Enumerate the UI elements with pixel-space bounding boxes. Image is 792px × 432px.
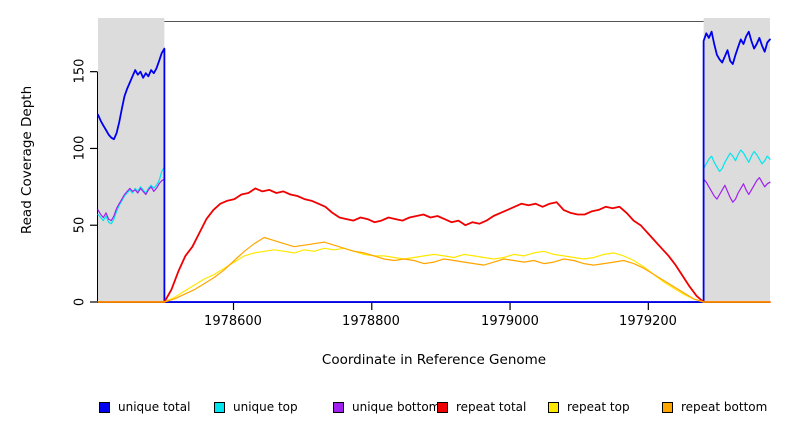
legend-swatch-repeat-top <box>548 401 559 413</box>
x-tick-label-1978800: 1978800 <box>342 314 400 329</box>
legend-item-repeat-top: repeat top <box>548 400 630 414</box>
legend-item-unique-total: unique total <box>99 400 190 414</box>
y-tick-label-50: 50 <box>72 216 88 234</box>
legend-item-unique-bottom: unique bottom <box>333 400 440 414</box>
legend-label-unique-top: unique top <box>233 400 298 414</box>
legend-swatch-unique-total <box>99 401 110 413</box>
y-axis-title: Read Coverage Depth <box>19 85 35 235</box>
x-axis-title: Coordinate in Reference Genome <box>321 352 547 368</box>
y-tick-label-150: 150 <box>72 58 88 84</box>
legend-item-repeat-total: repeat total <box>437 400 526 414</box>
legend-label-repeat-top: repeat top <box>567 400 630 414</box>
y-tick-label-100: 100 <box>72 135 88 161</box>
legend-swatch-unique-top <box>214 401 225 413</box>
legend-label-unique-bottom: unique bottom <box>352 400 441 414</box>
legend-swatch-repeat-total <box>437 401 448 413</box>
x-tick-label-1978600: 1978600 <box>204 314 262 329</box>
y-tick-label-0: 0 <box>72 297 88 307</box>
legend-swatch-unique-bottom <box>333 401 344 413</box>
legend-item-repeat-bottom: repeat bottom <box>662 400 767 414</box>
x-tick-label-1979000: 1979000 <box>481 314 539 329</box>
legend-swatch-repeat-bottom <box>662 401 673 413</box>
legend-label-unique-total: unique total <box>118 400 191 414</box>
x-tick-label-1979200: 1979200 <box>619 314 677 329</box>
legend-label-repeat-total: repeat total <box>456 400 527 414</box>
legend-item-unique-top: unique top <box>214 400 298 414</box>
legend-label-repeat-bottom: repeat bottom <box>681 400 768 414</box>
